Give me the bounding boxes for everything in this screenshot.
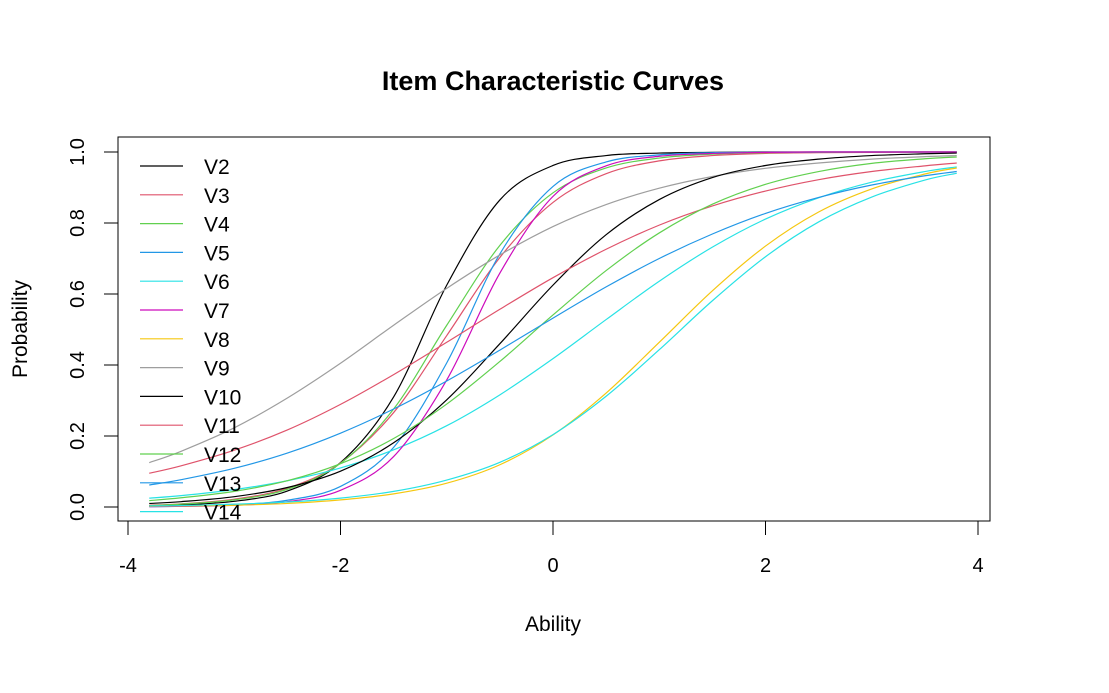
y-tick-label: 0.2 <box>67 422 89 450</box>
y-tick-label: 0.8 <box>67 209 89 237</box>
y-tick-label: 0.4 <box>67 351 89 379</box>
x-axis-title: Ability <box>525 613 582 636</box>
series-line-v8 <box>149 167 957 507</box>
x-tick-label: 0 <box>547 555 558 577</box>
y-tick-label: 1.0 <box>67 138 89 166</box>
y-tick-label: 0.0 <box>67 493 89 521</box>
series-line-v10 <box>149 152 957 505</box>
legend-label-v14: V14 <box>204 502 242 525</box>
series-line-v3 <box>149 151 957 506</box>
legend-label-v9: V9 <box>204 358 230 381</box>
legend-label-v10: V10 <box>204 386 241 409</box>
chart-title: Item Characteristic Curves <box>382 66 724 96</box>
x-axis: -4 -2 0 2 4 <box>119 520 984 577</box>
series-line-v4 <box>149 151 957 507</box>
series-line-v7 <box>149 151 957 508</box>
series-line-v2 <box>149 151 957 507</box>
y-axis-title: Probability <box>9 279 32 378</box>
y-tick-label: 0.6 <box>67 280 89 308</box>
y-axis: 0.0 0.2 0.4 0.6 0.8 1.0 <box>67 138 119 521</box>
x-tick-label: -4 <box>119 555 137 577</box>
legend-label-v7: V7 <box>204 300 230 323</box>
legend-label-v13: V13 <box>204 473 241 496</box>
series-curves <box>149 151 957 508</box>
legend: V2 V3 V4 V5 V6 V7 V8 V9 V10 V11 V12 V13 V14 <box>140 156 242 525</box>
legend-label-v11: V11 <box>204 415 240 438</box>
series-line-v13 <box>149 170 957 486</box>
series-line-v11 <box>149 162 957 474</box>
legend-label-v5: V5 <box>204 242 230 265</box>
legend-label-v6: V6 <box>204 271 230 294</box>
series-line-v6 <box>149 166 957 499</box>
x-tick-label: 4 <box>972 555 983 577</box>
legend-label-v4: V4 <box>204 214 230 237</box>
legend-label-v8: V8 <box>204 329 230 352</box>
x-tick-label: 2 <box>760 555 771 577</box>
x-tick-label: -2 <box>332 555 350 577</box>
series-line-v9 <box>149 154 957 464</box>
legend-label-v3: V3 <box>204 185 230 208</box>
legend-label-v12: V12 <box>204 444 241 467</box>
series-line-v5 <box>149 151 957 508</box>
series-line-v12 <box>149 156 957 502</box>
series-line-v14 <box>149 172 957 507</box>
legend-label-v2: V2 <box>204 156 230 179</box>
